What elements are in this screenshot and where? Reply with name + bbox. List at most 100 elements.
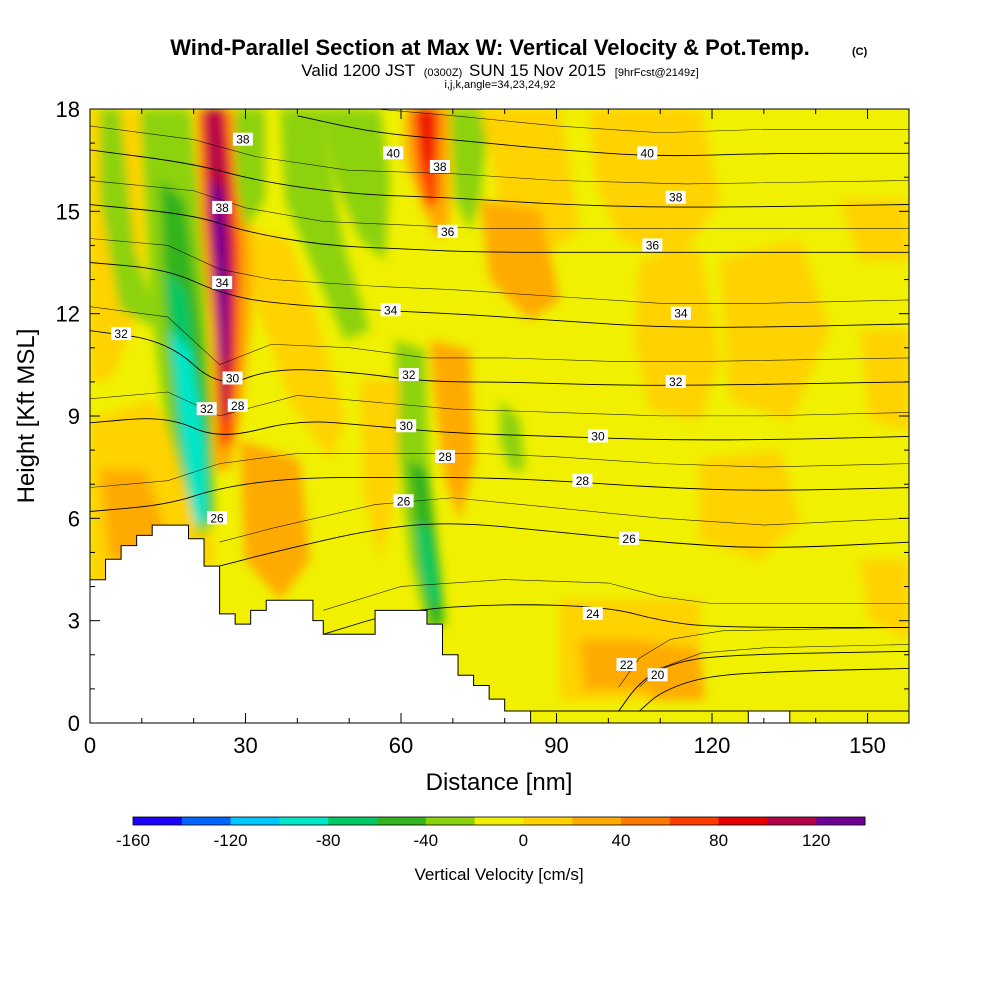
terrain (90, 524, 909, 723)
y-axis-label: Height [Kft MSL] (13, 329, 40, 504)
contour-label-text: 34 (674, 307, 688, 321)
x-tick-label: 120 (694, 733, 731, 758)
contour-label-bg (587, 429, 608, 443)
contour-label-bg (222, 371, 243, 385)
theta-contour-38 (90, 149, 909, 208)
colorbar-swatch (816, 817, 866, 825)
contour-label-bg (111, 327, 132, 341)
contour-label: 30 (222, 371, 243, 385)
contour-label-text: 38 (433, 160, 447, 174)
terrain-bump (747, 710, 791, 723)
colorbar-frame (132, 816, 866, 826)
colorbar-swatch (425, 817, 476, 825)
theta-contour-24 (323, 604, 909, 635)
contour-label-bg (582, 606, 603, 620)
theta-contour-minor (219, 497, 909, 543)
contour-label-bg (572, 473, 593, 487)
contour-label-text: 38 (216, 201, 230, 215)
contour-label: 40 (383, 146, 404, 160)
contour-label-text: 24 (586, 607, 600, 621)
contour-label: 38 (429, 159, 450, 174)
copyright-mark: (C) (852, 46, 868, 58)
contour-label-bg (435, 449, 456, 463)
contour-label-text: 40 (641, 146, 655, 160)
contour-label-bg (227, 398, 248, 412)
theta-contour-minor (90, 238, 909, 304)
contour-label-text: 22 (620, 658, 634, 672)
contour-label-text: 30 (226, 371, 240, 385)
colorbar-swatch (328, 817, 378, 825)
contour-labels: 38 38 34 32 30 32 28 26 40 38 36 34 32 30 28 26 40 38 36 34… (111, 132, 691, 682)
x-tick-label: 30 (233, 733, 257, 758)
colorbar-tick-label: -40 (414, 831, 439, 850)
colorbar-swatch (230, 817, 280, 825)
contour-label: 38 (665, 190, 686, 205)
colorbar-swatch (767, 817, 817, 825)
contour-label: 28 (435, 449, 456, 464)
contour-label: 36 (437, 224, 458, 239)
contour-label-text: 26 (210, 511, 224, 525)
contour-label-bg (670, 306, 691, 320)
colorbar-swatch (621, 817, 671, 825)
contour-label-text: 36 (646, 238, 660, 252)
contour-label: 22 (616, 658, 637, 672)
theta-contour-36 (90, 204, 909, 253)
theta-contour-minor (90, 391, 909, 417)
contour-label: 34 (670, 306, 691, 321)
colorbar-label: Vertical Velocity [cm/s] (414, 865, 583, 884)
contour-label-bg (665, 374, 686, 388)
y-tick-label: 0 (68, 711, 80, 736)
contour-label-bg (647, 668, 668, 682)
contour-label: 28 (227, 398, 248, 413)
contour-label-bg (642, 238, 663, 252)
contour-label-text: 32 (200, 402, 214, 416)
contour-label-text: 30 (591, 429, 605, 443)
contour-label: 26 (619, 531, 640, 546)
theta-contour-28 (90, 476, 909, 512)
colorbar-swatch (523, 817, 573, 825)
contour-label: 40 (637, 146, 658, 160)
contour-label-bg (616, 658, 637, 672)
contour-label-text: 38 (669, 191, 683, 205)
y-tick-label: 9 (68, 404, 80, 429)
contour-label-text: 36 (441, 225, 455, 239)
contour-label: 26 (393, 494, 414, 508)
contour-label-bg (196, 402, 217, 416)
x-axis-label: Distance [nm] (426, 769, 573, 796)
valid-time: Valid 1200 JST (0300Z) SUN 15 Nov 2015 [… (301, 61, 698, 80)
colorbar-swatch (377, 817, 427, 825)
contour-label-text: 32 (402, 368, 416, 382)
colorbar-tick-label: 120 (802, 831, 830, 850)
y-tick-label: 18 (56, 97, 80, 122)
velocity-shading (90, 109, 909, 700)
contour-label-bg (383, 146, 404, 160)
colorbar-tick-label: -120 (214, 831, 248, 850)
contour-label: 36 (642, 238, 663, 252)
x-tick-label: 0 (84, 733, 96, 758)
contour-label-text: 34 (216, 276, 230, 290)
contour-label: 28 (572, 473, 593, 488)
colorbar-tick-label: 80 (709, 831, 728, 850)
contour-label-bg (396, 419, 417, 433)
y-tick-label: 15 (56, 199, 80, 224)
contour-label-text: 32 (669, 375, 683, 389)
contour-label-bg (212, 200, 233, 214)
contour-label-text: 38 (236, 133, 250, 147)
contour-label-bg (437, 224, 458, 238)
y-tick-label: 3 (68, 609, 80, 634)
contour-label: 32 (111, 327, 132, 341)
contour-label: 38 (232, 132, 253, 147)
chart-title: Wind-Parallel Section at Max W: Vertical… (170, 35, 810, 60)
colorbar: -160 -120 -80 -40 0 40 80 120 (116, 816, 866, 850)
contour-label-bg (398, 368, 419, 382)
contour-label-bg (232, 132, 253, 146)
contour-label-text: 26 (622, 532, 636, 546)
theta-contour-minor (90, 125, 909, 185)
contour-label: 30 (396, 419, 417, 433)
contour-label-text: 32 (114, 327, 128, 341)
contour-label-bg (212, 275, 233, 289)
x-tick-label: 90 (544, 733, 568, 758)
section-indices: i,j,k,angle=34,23,24,92 (444, 79, 555, 91)
